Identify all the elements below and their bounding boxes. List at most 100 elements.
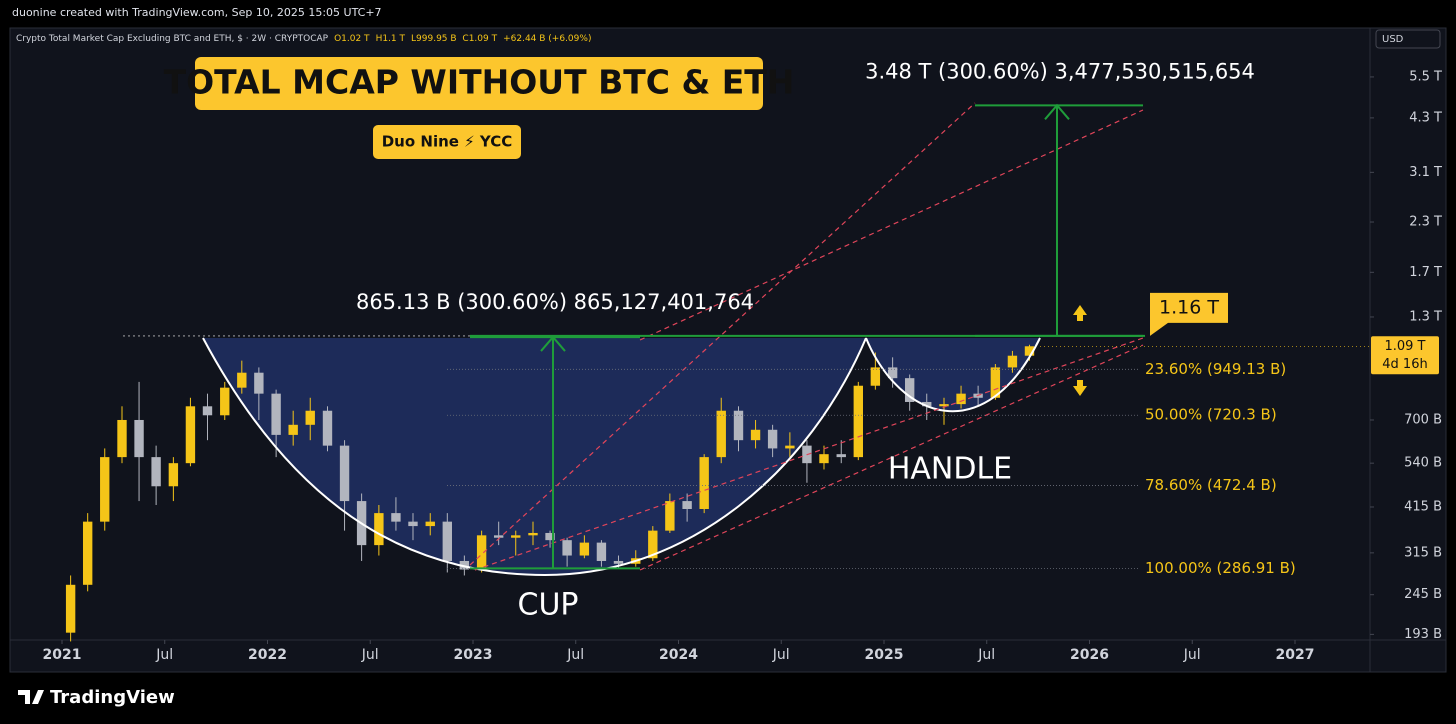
tv-logo [18,690,44,704]
candle-body [785,445,795,449]
fib-label: 78.60% (472.4 B) [1145,476,1277,494]
channel-line [639,344,1144,571]
x-tick-label: 2026 [1070,647,1109,663]
handle-label: HANDLE [888,452,1012,487]
currency: USD [1382,34,1404,45]
candle-body [254,372,264,394]
candle-body [870,367,881,386]
candle-body [442,521,452,561]
candle-body [1007,355,1018,368]
candle-body [459,560,470,570]
candle-body [65,584,76,633]
candle-body [528,532,538,536]
countdown: 4d 16h [1382,357,1427,372]
candle-body [853,385,863,458]
ohlc-value: O1.02 T [334,34,370,44]
fib-label: 100.00% (286.91 B) [1145,559,1296,577]
candle-body [613,560,624,564]
brand: TradingView [50,687,175,708]
fib-label: 23.60% (949.13 B) [1145,360,1286,378]
candle-body [665,501,675,531]
candle-body [733,410,744,441]
last-price-badge [1371,336,1439,375]
subtitle: Duo Nine ⚡ YCC [382,133,513,151]
down-arrow-icon [1073,380,1087,396]
candle-body [425,521,435,527]
candle-body [956,393,966,405]
candle-body [767,429,778,449]
cup-measure-head [540,335,566,352]
candle-body [545,532,555,541]
subtitle-box [373,125,521,159]
fib-label: 50.00% (720.3 B) [1145,406,1277,424]
x-tick-label: Jul [155,647,173,663]
cup-measure-label: 865.13 B (300.60%) 865,127,401,764 [356,290,754,314]
target-measure-label: 3.48 T (300.60%) 3,477,530,515,654 [865,59,1255,83]
candle-body [904,378,915,402]
y-tick-label: 193 B [1404,627,1442,642]
candle-body [117,419,127,458]
x-tick-label: 2024 [659,647,698,663]
x-tick-label: Jul [566,647,584,663]
candle-body [288,424,298,435]
symbol: Crypto Total Market Cap Excluding BTC an… [16,34,329,44]
candle-body [596,542,607,561]
candle-body [271,393,281,435]
channel [469,102,1144,571]
candle-body [237,372,247,388]
channel-line [474,337,1144,571]
ohlc-value: L999.95 B [411,34,456,44]
cup-label: CUP [518,588,579,623]
x-tick-label: Jul [1183,647,1201,663]
candle-body [391,513,401,522]
neckline-badge [1150,292,1228,336]
x-tick-label: 2025 [865,647,904,663]
x-tick-label: 2027 [1276,647,1315,663]
x-tick-label: Jul [977,647,995,663]
candle-body [408,521,418,527]
up-arrow-icon [1073,305,1087,321]
candle-body [511,535,521,538]
y-tick-label: 2.3 T [1409,215,1442,230]
candle-body [134,419,144,458]
y-tick-label: 1.3 T [1409,309,1442,324]
candle-body [922,401,932,407]
symbol-line: Crypto Total Market Cap Excluding BTC an… [16,34,591,44]
y-tick-label: 3.1 T [1409,165,1442,180]
y-tick-label: 540 B [1404,456,1442,471]
ohlc-value: C1.09 T [462,34,497,44]
candle-body [562,540,572,556]
title-box [195,57,763,110]
x-tick-label: Jul [772,647,790,663]
x-tick-label: 2023 [454,647,493,663]
candle-body [750,429,761,441]
y-tick-label: 415 B [1404,499,1442,514]
candle-body [322,410,333,446]
channel-line [469,102,976,566]
candle-body [493,535,504,538]
y-tick-label: 245 B [1404,587,1442,602]
x-tick-label: 2021 [43,647,82,663]
candle-body [887,367,898,379]
y-tick-label: 4.3 T [1409,110,1442,125]
handle-curve [865,337,1041,413]
candle-body [168,463,179,487]
candle-body [339,445,350,502]
candle-body [819,454,829,464]
creator-line: duonine created with TradingView.com, Se… [12,6,382,19]
x-tick-label: 2022 [248,647,287,663]
candle-body [939,404,949,407]
candle-body [682,501,692,510]
candle-body [716,410,726,458]
ohlc-value: H1.1 T [376,34,406,44]
candle-body [648,530,658,559]
last-price-label: 1.09 T [1384,339,1425,354]
currency-box [1375,29,1441,49]
candle-body [185,406,196,464]
channel-line [639,109,1144,341]
neckline-label: 1.16 T [1159,296,1219,318]
ohlc-value: +62.44 B (+6.09%) [503,34,591,44]
y-tick-label: 315 B [1404,545,1442,560]
candle-body [82,521,93,585]
